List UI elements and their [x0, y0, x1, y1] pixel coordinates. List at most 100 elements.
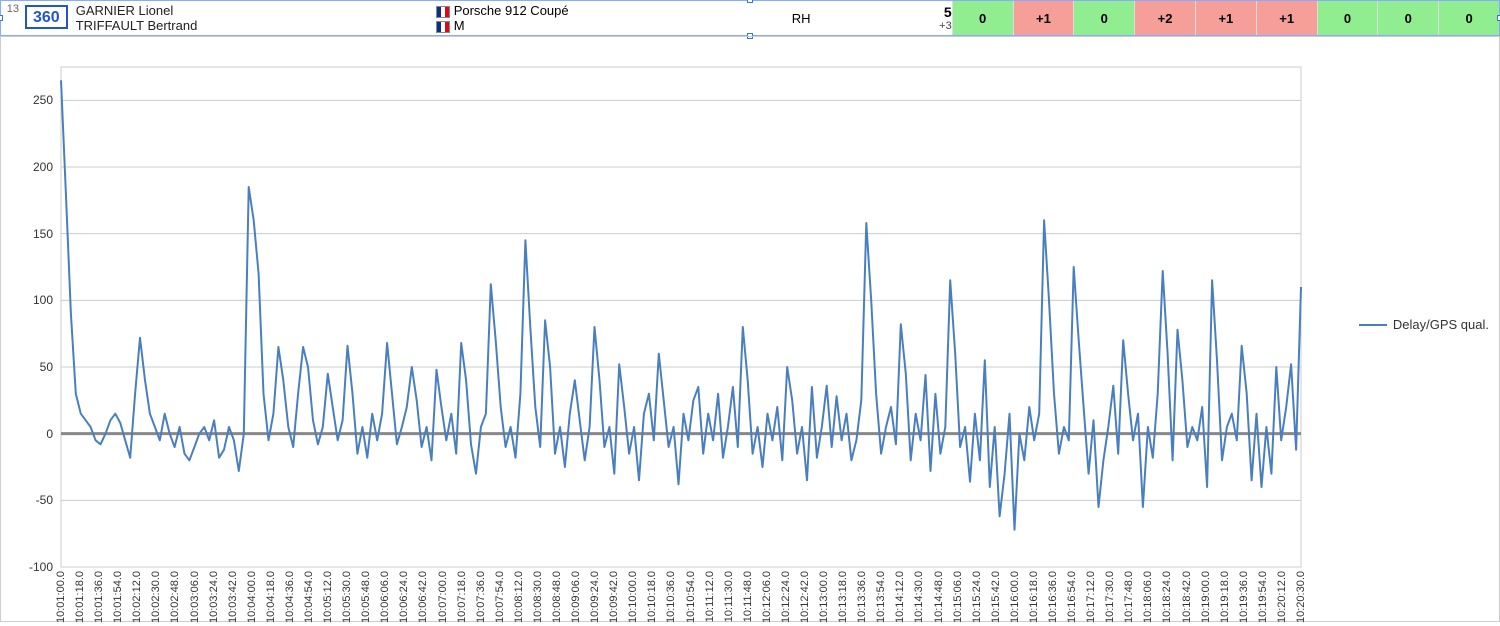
x-axis-label: 10:01:54.0 [112, 571, 124, 623]
x-axis-label: 10:10:54.0 [685, 571, 697, 623]
x-axis-label: 10:07:36.0 [475, 571, 487, 623]
y-axis-label: 0 [3, 427, 53, 441]
vehicle-column: Porsche 912 Coupé M [432, 1, 792, 35]
x-axis-label: 10:03:24.0 [208, 571, 220, 623]
score-cell: 0 [1317, 1, 1378, 35]
x-axis-label: 10:17:12.0 [1085, 571, 1097, 623]
x-axis-label: 10:14:48.0 [933, 571, 945, 623]
x-axis-label: 10:12:24.0 [780, 571, 792, 623]
position-column: 5 +3 [912, 1, 952, 35]
x-axis-label: 10:01:00.0 [55, 571, 67, 623]
bib-number: 360 [25, 5, 68, 29]
x-axis-label: 10:09:06.0 [570, 571, 582, 623]
x-axis-label: 10:20:12.0 [1276, 571, 1288, 623]
x-axis-label: 10:06:24.0 [398, 571, 410, 623]
score-cell: 0 [1377, 1, 1438, 35]
x-axis-label: 10:15:24.0 [971, 571, 983, 623]
x-axis-label: 10:08:30.0 [532, 571, 544, 623]
x-axis-label: 10:08:48.0 [551, 571, 563, 623]
x-axis-label: 10:08:12.0 [513, 571, 525, 623]
x-axis-label: 10:14:12.0 [894, 571, 906, 623]
x-axis-label: 10:02:48.0 [169, 571, 181, 623]
row-number: 13 [1, 1, 21, 35]
category: RH [792, 1, 912, 35]
x-axis-label: 10:17:30.0 [1104, 571, 1116, 623]
x-axis-label: 10:03:42.0 [227, 571, 239, 623]
x-axis-label: 10:18:24.0 [1161, 571, 1173, 623]
x-axis-label: 10:15:42.0 [990, 571, 1002, 623]
x-axis-label: 10:11:12.0 [704, 571, 716, 622]
drivers-column: GARNIER Lionel TRIFFAULT Bertrand [72, 1, 432, 35]
score-cell: 0 [1073, 1, 1134, 35]
x-axis-label: 10:10:18.0 [646, 571, 658, 623]
score-cells: 0+10+2+1+1000 [952, 1, 1499, 35]
x-axis-label: 10:15:06.0 [952, 571, 964, 623]
x-axis-label: 10:11:30.0 [723, 571, 735, 622]
x-axis-label: 10:17:48.0 [1123, 571, 1135, 623]
position: 5 [912, 4, 952, 20]
score-cell: 0 [1438, 1, 1499, 35]
x-axis-label: 10:01:36.0 [93, 571, 105, 623]
x-axis-label: 10:19:36.0 [1238, 571, 1250, 623]
x-axis-label: 10:13:00.0 [818, 571, 830, 623]
x-axis-label: 10:02:12.0 [131, 571, 143, 623]
x-axis-label: 10:16:54.0 [1066, 571, 1078, 623]
x-axis-label: 10:05:30.0 [341, 571, 353, 623]
chart-legend: Delay/GPS qual. [1359, 317, 1489, 332]
vehicle-name: Porsche 912 Coupé [454, 3, 569, 18]
x-axis-label: 10:04:18.0 [265, 571, 277, 623]
x-axis-label: 10:07:54.0 [494, 571, 506, 623]
x-axis-label: 10:10:36.0 [665, 571, 677, 623]
x-axis-label: 10:09:24.0 [589, 571, 601, 623]
x-axis-label: 10:09:42.0 [608, 571, 620, 623]
x-axis-label: 10:12:06.0 [761, 571, 773, 623]
x-axis-label: 10:18:42.0 [1181, 571, 1193, 623]
x-axis-label: 10:01:18.0 [74, 571, 86, 623]
x-axis-label: 10:20:30.0 [1295, 571, 1307, 623]
x-axis-label: 10:14:30.0 [913, 571, 925, 623]
chart-container: Delay/GPS qual. -100-50050100150200250 1… [0, 36, 1500, 622]
position-delta: +3 [912, 20, 952, 32]
competitor-header-row[interactable]: 13 360 GARNIER Lionel TRIFFAULT Bertrand… [0, 0, 1500, 36]
score-cell: +1 [1256, 1, 1317, 35]
x-axis-label: 10:13:18.0 [837, 571, 849, 623]
score-cell: +1 [1195, 1, 1256, 35]
score-cell: 0 [952, 1, 1013, 35]
x-axis-label: 10:19:00.0 [1200, 571, 1212, 623]
selection-handle-icon[interactable] [747, 0, 753, 3]
france-flag-icon [436, 6, 450, 18]
x-axis-label: 10:16:36.0 [1047, 571, 1059, 623]
selection-handle-icon[interactable] [0, 15, 3, 21]
y-axis-label: 200 [3, 160, 53, 174]
vehicle-class: M [454, 18, 465, 33]
x-axis-label: 10:18:06.0 [1142, 571, 1154, 623]
x-axis-label: 10:04:00.0 [246, 571, 258, 623]
score-cell: +1 [1013, 1, 1074, 35]
x-axis-label: 10:16:18.0 [1028, 571, 1040, 623]
score-cell: +2 [1134, 1, 1195, 35]
x-axis-label: 10:12:42.0 [799, 571, 811, 623]
y-axis-label: 50 [3, 360, 53, 374]
x-axis-label: 10:11:48.0 [742, 571, 754, 622]
y-axis-label: 150 [3, 227, 53, 241]
y-axis-label: 250 [3, 93, 53, 107]
x-axis-label: 10:03:06.0 [189, 571, 201, 623]
y-axis-label: -50 [3, 493, 53, 507]
x-axis-label: 10:10:00.0 [627, 571, 639, 623]
legend-line-swatch [1359, 324, 1387, 326]
y-axis-label: -100 [3, 560, 53, 574]
driver-2-name: TRIFFAULT Bertrand [76, 18, 428, 33]
driver-1-name: GARNIER Lionel [76, 3, 428, 18]
x-axis-label: 10:19:18.0 [1219, 571, 1231, 623]
x-axis-label: 10:04:54.0 [303, 571, 315, 623]
x-axis-label: 10:07:00.0 [437, 571, 449, 623]
x-axis-label: 10:05:48.0 [360, 571, 372, 623]
x-axis-label: 10:07:18.0 [456, 571, 468, 623]
x-axis-label: 10:13:54.0 [875, 571, 887, 623]
x-axis-label: 10:19:54.0 [1257, 571, 1269, 623]
x-axis-label: 10:05:12.0 [322, 571, 334, 623]
x-axis-label: 10:06:42.0 [417, 571, 429, 623]
x-axis-label: 10:02:30.0 [150, 571, 162, 623]
x-axis-label: 10:06:06.0 [379, 571, 391, 623]
france-flag-icon [436, 21, 450, 33]
